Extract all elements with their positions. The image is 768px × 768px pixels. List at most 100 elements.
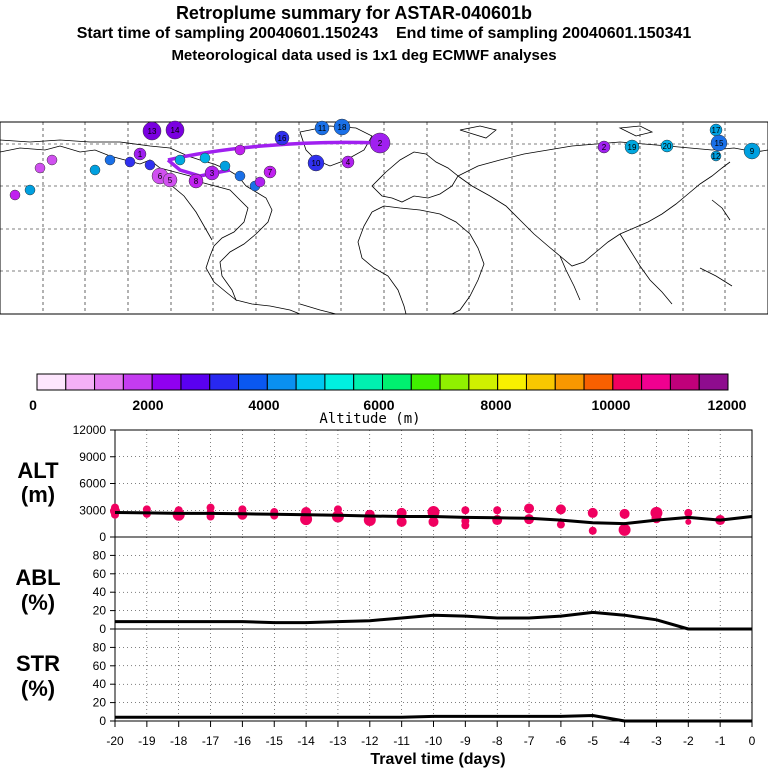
panel-abl: 0 20 40 60 80 ABL(%) [15, 536, 753, 636]
plume-marker [234, 144, 246, 156]
y-tick-label: 0 [99, 714, 106, 728]
altitude-point [428, 516, 439, 527]
x-tick-label: -12 [361, 734, 379, 748]
plume-marker [597, 140, 611, 154]
y-tick-label: 80 [93, 640, 107, 654]
altitude-point [493, 506, 502, 515]
y-tick-label: 20 [93, 604, 107, 618]
y-tick-label: 9000 [79, 450, 106, 464]
x-tick-label: -2 [683, 734, 694, 748]
plume-marker [314, 120, 330, 136]
plume-marker [204, 165, 220, 181]
y-tick-label: 0 [99, 530, 106, 544]
x-tick-label: -8 [492, 734, 503, 748]
colorbar-tick-label: 12000 [708, 397, 747, 413]
plume-marker [710, 134, 728, 152]
y-tick-label: 80 [93, 548, 107, 562]
plume-marker [9, 189, 21, 201]
altitude-point [618, 523, 631, 536]
plume-marker-label: 2 [602, 143, 607, 152]
plume-marker [34, 162, 46, 174]
colorbar-tick-label: 4000 [248, 397, 279, 413]
plume-marker [24, 184, 36, 196]
panel-label-str: STR [16, 651, 60, 676]
plume-marker [743, 142, 761, 160]
colorbar-tick-labels: 0 2000 4000 6000 8000 10000 12000 [29, 397, 747, 413]
panels-group: 030006000900012000ALT(m)020406080ABL(%)0… [15, 423, 753, 728]
altitude-point [684, 508, 693, 517]
y-tick-label: 60 [93, 659, 107, 673]
plume-marker [199, 152, 211, 164]
plume-marker-label: 11 [318, 124, 327, 133]
y-tick-label: 3000 [79, 503, 106, 517]
panel-unit-alt: (m) [21, 482, 55, 507]
met-data-note: Meteorological data used is 1x1 deg ECMW… [171, 47, 557, 64]
x-axis: -20 -19 -18 -17 -16 -15 -14 -13 -12 -11 -10 -9 -8 -7-… [106, 721, 756, 748]
plume-marker [188, 173, 204, 189]
end-time-label: End time of sampling 20040601.150341 [396, 25, 692, 42]
altitude-point [461, 521, 470, 530]
colorbar-boxes [36, 373, 729, 391]
plume-marker [341, 155, 355, 169]
panel-label-alt: ALT [17, 458, 59, 483]
x-tick-label: 0 [749, 734, 756, 748]
chart-title: Retroplume summary for ASTAR-040601b [175, 3, 533, 23]
altitude-point [685, 518, 692, 525]
plume-marker [165, 120, 185, 140]
plume-marker-label: 16 [278, 134, 287, 143]
plume-marker-label: 2 [378, 139, 383, 148]
sampling-times: Start time of sampling 20040601.150243 E… [0, 25, 768, 43]
plume-marker-label: 3 [210, 169, 215, 178]
x-tick-label: -20 [106, 734, 124, 748]
plume-marker-label: 19 [628, 143, 637, 152]
altitude-point [587, 507, 598, 518]
plume-marker-label: 15 [715, 139, 724, 148]
x-axis-label: Travel time (days) [370, 751, 505, 768]
y-tick-label: 6000 [79, 477, 106, 491]
series-line-abl [115, 610, 752, 631]
plume-marker [660, 139, 674, 153]
x-tick-label: -7 [524, 734, 535, 748]
panel-label-abl: ABL [15, 565, 60, 590]
plume-marker [234, 170, 246, 182]
plume-marker [219, 160, 231, 172]
y-tick-label: 20 [93, 696, 107, 710]
x-tick-label: -10 [425, 734, 443, 748]
plume-marker [174, 154, 186, 166]
plume-marker-label: 12 [712, 152, 721, 161]
plume-marker-label: 13 [148, 127, 157, 136]
altitude-point [396, 516, 407, 527]
plume-marker-label: 4 [346, 158, 351, 167]
plume-marker-label: 1 [138, 150, 143, 159]
plume-marker [263, 165, 277, 179]
x-tick-label: -5 [587, 734, 598, 748]
x-tick-label: -17 [202, 734, 220, 748]
series-line-str [115, 714, 752, 723]
x-tick-label: -15 [266, 734, 284, 748]
colorbar-tick-label: 2000 [132, 397, 163, 413]
y-tick-label: 40 [93, 677, 107, 691]
colorbar-swatch [698, 373, 729, 391]
x-tick-label: -3 [651, 734, 662, 748]
x-tick-label: -19 [138, 734, 156, 748]
colorbar-tick-label: 8000 [480, 397, 511, 413]
y-tick-label: 0 [99, 622, 106, 636]
colorbar-tick-label: 0 [29, 397, 37, 413]
panel-unit-str: (%) [21, 676, 55, 701]
altitude-point [461, 506, 470, 515]
plume-marker [89, 164, 101, 176]
altitude-point [556, 520, 565, 529]
plume-marker [254, 176, 266, 188]
colorbar-tick-label: 10000 [592, 397, 631, 413]
y-tick-label: 60 [93, 567, 107, 581]
plume-marker-label: 20 [663, 142, 672, 151]
plume-marker [274, 130, 290, 146]
altitude-point [588, 526, 597, 535]
map-graticule [0, 122, 768, 314]
plume-marker-label: 10 [312, 159, 321, 168]
colorbar-tick-label: 6000 [363, 397, 394, 413]
x-tick-label: -4 [619, 734, 630, 748]
plume-marker [142, 121, 162, 141]
